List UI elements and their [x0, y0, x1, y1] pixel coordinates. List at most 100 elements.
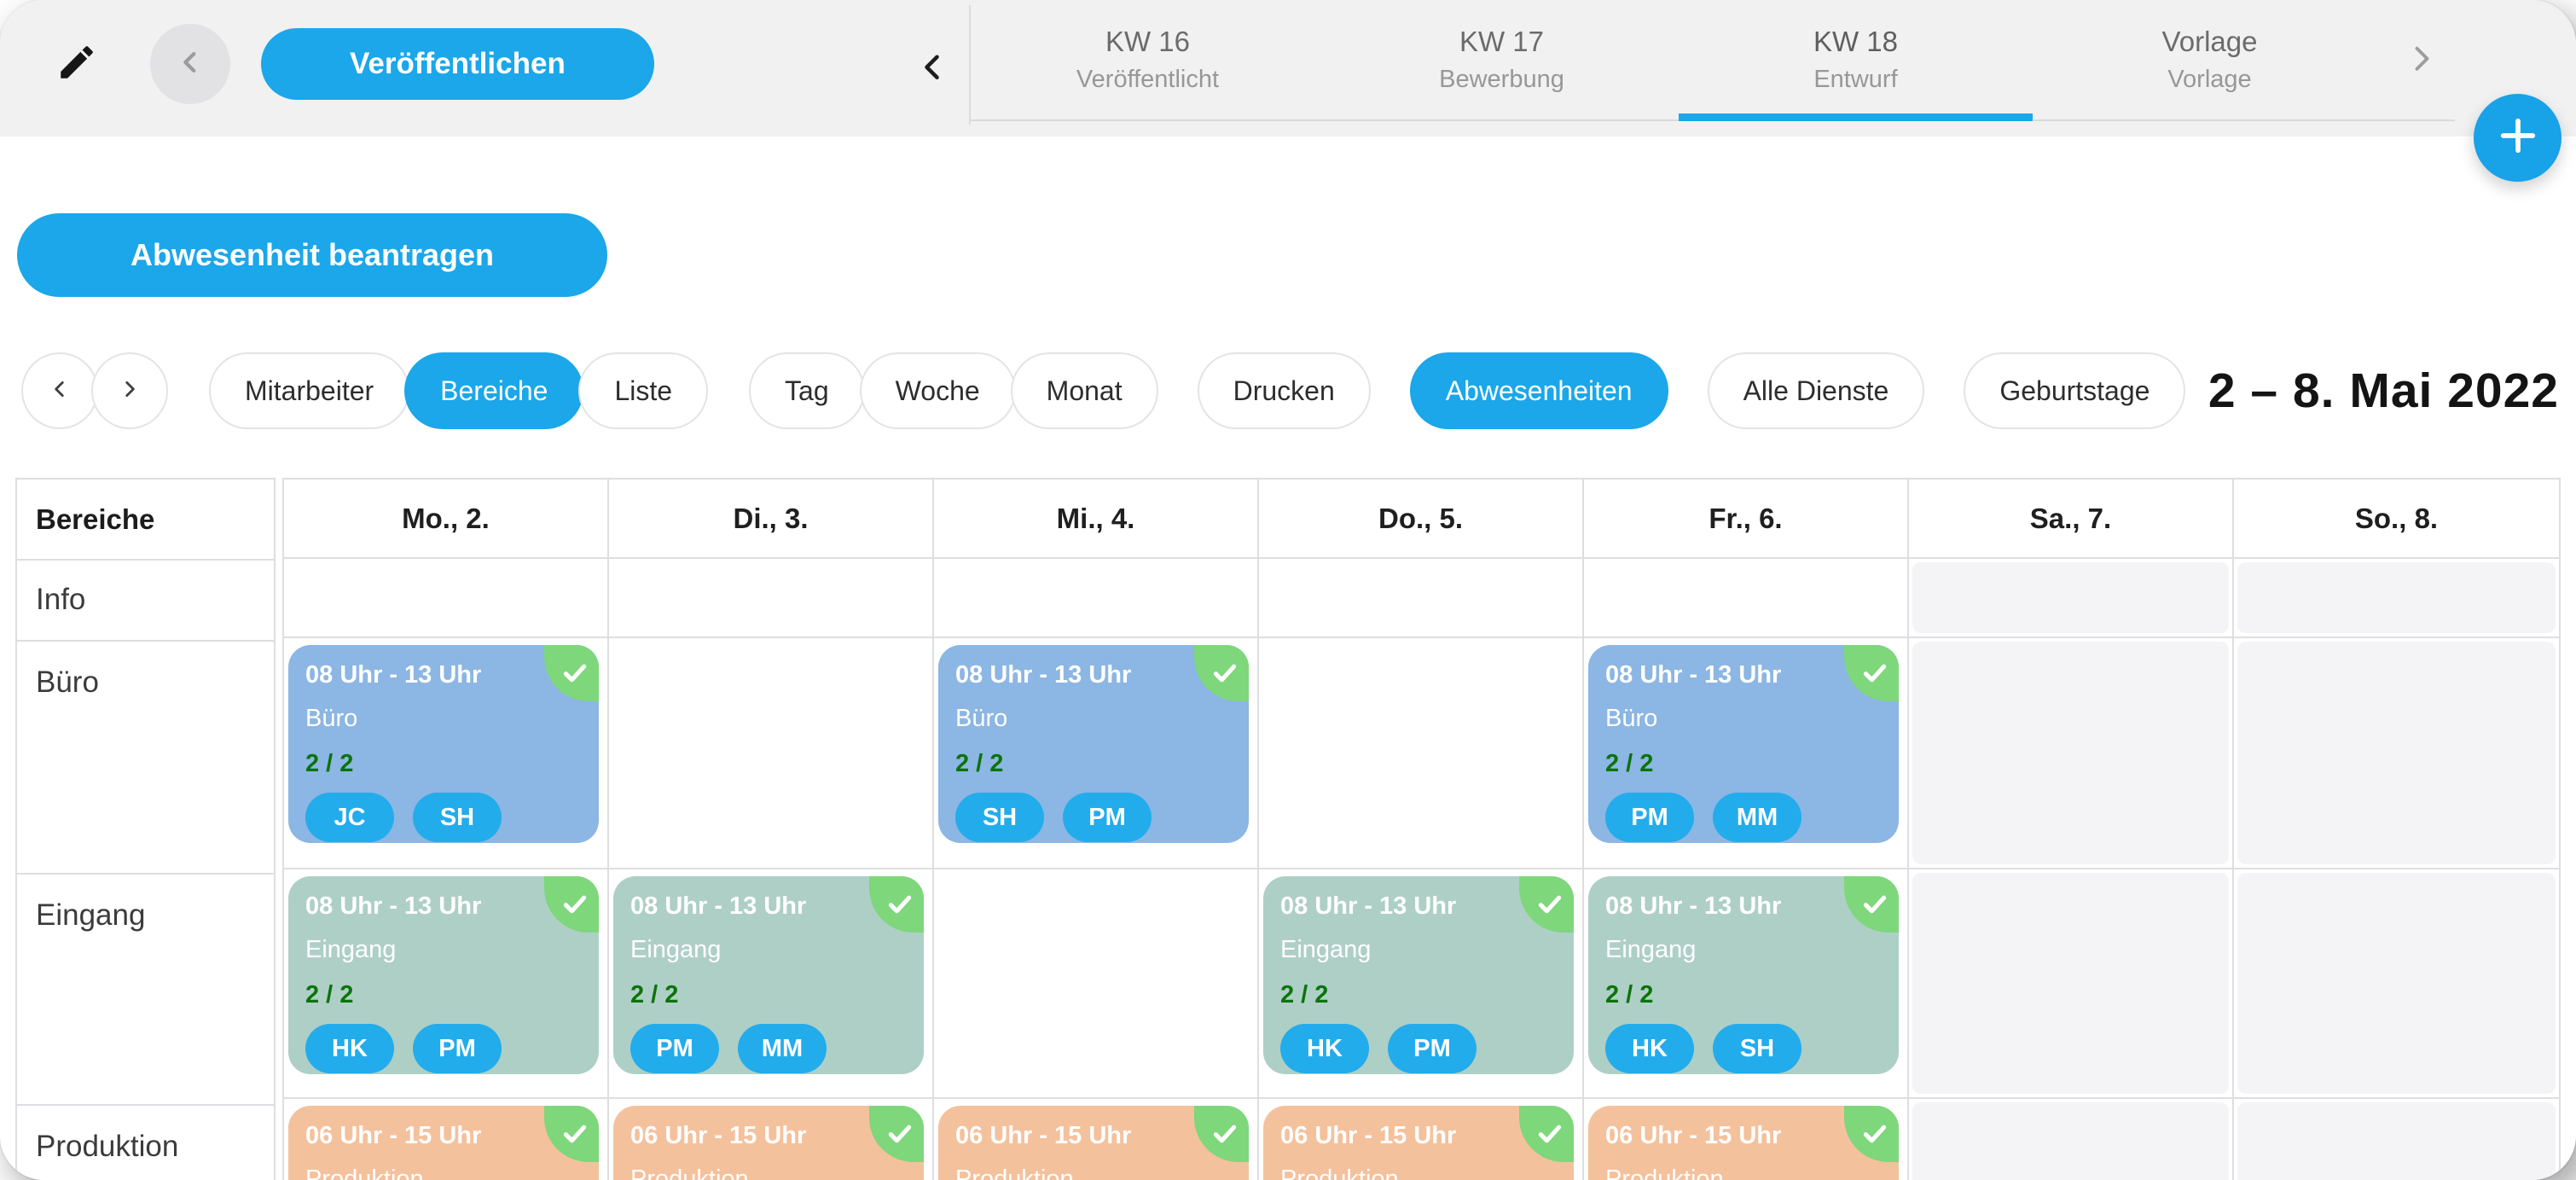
schedule-cell[interactable]: 08 Uhr - 13 Uhr Eingang 2 / 2 HK PM [284, 869, 609, 1097]
shift-card-produktion-di[interactable]: 06 Uhr - 15 Uhr Produktion [613, 1106, 924, 1180]
employee-badge[interactable]: PM [413, 1024, 502, 1073]
schedule-cell[interactable] [1259, 638, 1584, 868]
employee-badge[interactable]: HK [1280, 1024, 1369, 1073]
shift-card-eingang-fr[interactable]: 08 Uhr - 13 Uhr Eingang 2 / 2 HK SH [1588, 876, 1899, 1074]
employee-badges: HK SH [1605, 1024, 1899, 1073]
row-label-buero[interactable]: Büro [17, 642, 274, 875]
tab-title: KW 17 [1459, 26, 1545, 57]
filter-chip-tag[interactable]: Tag [749, 352, 865, 429]
schedule-cell[interactable]: 08 Uhr - 13 Uhr Büro 2 / 2 SH PM [934, 638, 1259, 868]
edit-button[interactable] [53, 40, 101, 88]
schedule-cell[interactable]: 08 Uhr - 13 Uhr Eingang 2 / 2 HK SH [1584, 869, 1909, 1097]
employee-badge[interactable]: MM [738, 1024, 827, 1073]
schedule-cell-weekend[interactable] [2234, 869, 2559, 1097]
schedule-cell[interactable] [609, 559, 934, 637]
schedule-cell[interactable] [934, 869, 1259, 1097]
add-shift-fab[interactable] [2474, 94, 2561, 182]
pencil-icon [55, 41, 98, 88]
employee-badge[interactable]: PM [1388, 1024, 1477, 1073]
day-header-so: So., 8. [2354, 502, 2439, 534]
row-label-eingang[interactable]: Eingang [17, 875, 274, 1106]
schedule-cell[interactable]: 06 Uhr - 15 Uhr Produktion [1584, 1099, 1909, 1180]
shift-card-eingang-mo[interactable]: 08 Uhr - 13 Uhr Eingang 2 / 2 HK PM [288, 876, 599, 1074]
shift-card-buero-mo[interactable]: 08 Uhr - 13 Uhr Büro 2 / 2 JC SH [288, 645, 599, 843]
filter-chip-mitarbeiter[interactable]: Mitarbeiter [209, 352, 410, 429]
filter-chip-alle-dienste[interactable]: Alle Dienste [1707, 352, 1925, 429]
employee-badge[interactable]: SH [1713, 1024, 1801, 1073]
schedule-cell-weekend[interactable] [1909, 638, 2234, 868]
row-label-info[interactable]: Info [17, 561, 274, 642]
tab-kw16[interactable]: KW 16 Veröffentlicht [971, 0, 1325, 119]
shift-card-produktion-do[interactable]: 06 Uhr - 15 Uhr Produktion [1263, 1106, 1574, 1180]
tab-kw18-active[interactable]: KW 18 Entwurf [1679, 0, 2033, 121]
filter-chip-drucken[interactable]: Drucken [1197, 352, 1371, 429]
employee-badge[interactable]: JC [305, 793, 394, 842]
shift-card-produktion-mo[interactable]: 06 Uhr - 15 Uhr Produktion [288, 1106, 599, 1180]
top-bar-left-cluster: Veröffentlichen [0, 0, 654, 128]
week-prev-button[interactable] [21, 352, 98, 429]
tabs-next-button[interactable] [2387, 0, 2455, 119]
schedule-cell[interactable]: 06 Uhr - 15 Uhr Produktion [934, 1099, 1259, 1180]
filter-chip-bereiche[interactable]: Bereiche [404, 352, 584, 429]
schedule-cell[interactable] [1584, 559, 1909, 637]
shift-area: Produktion [955, 1165, 1074, 1180]
shift-time: 06 Uhr - 15 Uhr [305, 1122, 482, 1149]
schedule-cell[interactable] [284, 559, 609, 637]
shift-card-eingang-do[interactable]: 08 Uhr - 13 Uhr Eingang 2 / 2 HK PM [1263, 876, 1574, 1074]
schedule-cell[interactable]: 06 Uhr - 15 Uhr Produktion [609, 1099, 934, 1180]
schedule-cell[interactable]: 08 Uhr - 13 Uhr Eingang 2 / 2 HK PM [1259, 869, 1584, 1097]
week-next-button[interactable] [91, 352, 168, 429]
schedule-cell-weekend[interactable] [2234, 638, 2559, 868]
filter-chip-liste[interactable]: Liste [578, 352, 709, 429]
schedule-cell[interactable]: 08 Uhr - 13 Uhr Büro 2 / 2 JC SH [284, 638, 609, 868]
shift-card-produktion-mi[interactable]: 06 Uhr - 15 Uhr Produktion [938, 1106, 1249, 1180]
filter-chip-monat[interactable]: Monat [1010, 352, 1158, 429]
row-label-produktion[interactable]: Produktion [36, 1130, 179, 1163]
area-label-column: Bereiche Info Büro Eingang Produktion [15, 478, 276, 1180]
chevron-left-icon [49, 378, 71, 404]
schedule-cell-weekend[interactable] [2234, 559, 2559, 637]
shift-area: Büro [955, 705, 1008, 732]
schedule-cell-weekend[interactable] [1909, 869, 2234, 1097]
shift-staffing-count: 2 / 2 [1605, 981, 1654, 1009]
filter-chip-geburtstage[interactable]: Geburtstage [1964, 352, 2186, 429]
employee-badge[interactable]: PM [1063, 793, 1152, 842]
shift-card-buero-fr[interactable]: 08 Uhr - 13 Uhr Büro 2 / 2 PM MM [1588, 645, 1899, 843]
employee-badge[interactable]: HK [305, 1024, 394, 1073]
shift-area: Büro [1605, 705, 1658, 732]
filter-chip-abwesenheiten[interactable]: Abwesenheiten [1409, 352, 1668, 429]
request-absence-button[interactable]: Abwesenheit beantragen [17, 213, 607, 297]
shift-time: 08 Uhr - 13 Uhr [305, 892, 482, 920]
shift-staffing-count: 2 / 2 [1280, 981, 1329, 1009]
employee-badge[interactable]: HK [1605, 1024, 1694, 1073]
shift-time: 08 Uhr - 13 Uhr [1605, 892, 1782, 920]
shift-card-buero-mi[interactable]: 08 Uhr - 13 Uhr Büro 2 / 2 SH PM [938, 645, 1249, 843]
schedule-cell-weekend[interactable] [2234, 1099, 2559, 1180]
tab-vorlage[interactable]: Vorlage Vorlage [2033, 0, 2387, 119]
publish-button[interactable]: Veröffentlichen [261, 28, 654, 100]
schedule-cell[interactable]: 06 Uhr - 15 Uhr Produktion [1259, 1099, 1584, 1180]
tabs-prev-button[interactable] [897, 0, 969, 137]
employee-badges: JC SH [305, 793, 599, 842]
schedule-cell[interactable] [609, 638, 934, 868]
schedule-cell[interactable] [934, 559, 1259, 637]
schedule-cell[interactable]: 08 Uhr - 13 Uhr Eingang 2 / 2 PM MM [609, 869, 934, 1097]
schedule-cell-weekend[interactable] [1909, 1099, 2234, 1180]
employee-badge[interactable]: PM [1605, 793, 1694, 842]
check-icon [1535, 890, 1564, 923]
employee-badge[interactable]: SH [413, 793, 502, 842]
date-range-heading: 2 – 8. Mai 2022 [2208, 363, 2559, 418]
tab-kw17[interactable]: KW 17 Bewerbung [1325, 0, 1679, 119]
employee-badge[interactable]: SH [955, 793, 1044, 842]
shift-area: Büro [305, 705, 358, 732]
employee-badge[interactable]: PM [630, 1024, 719, 1073]
undo-back-button[interactable] [150, 24, 230, 104]
employee-badge[interactable]: MM [1713, 793, 1801, 842]
schedule-cell[interactable] [1259, 559, 1584, 637]
shift-card-eingang-di[interactable]: 08 Uhr - 13 Uhr Eingang 2 / 2 PM MM [613, 876, 924, 1074]
shift-card-produktion-fr[interactable]: 06 Uhr - 15 Uhr Produktion [1588, 1106, 1899, 1180]
schedule-cell[interactable]: 06 Uhr - 15 Uhr Produktion [284, 1099, 609, 1180]
schedule-cell[interactable]: 08 Uhr - 13 Uhr Büro 2 / 2 PM MM [1584, 638, 1909, 868]
schedule-cell-weekend[interactable] [1909, 559, 2234, 637]
filter-chip-woche[interactable]: Woche [859, 352, 1016, 429]
